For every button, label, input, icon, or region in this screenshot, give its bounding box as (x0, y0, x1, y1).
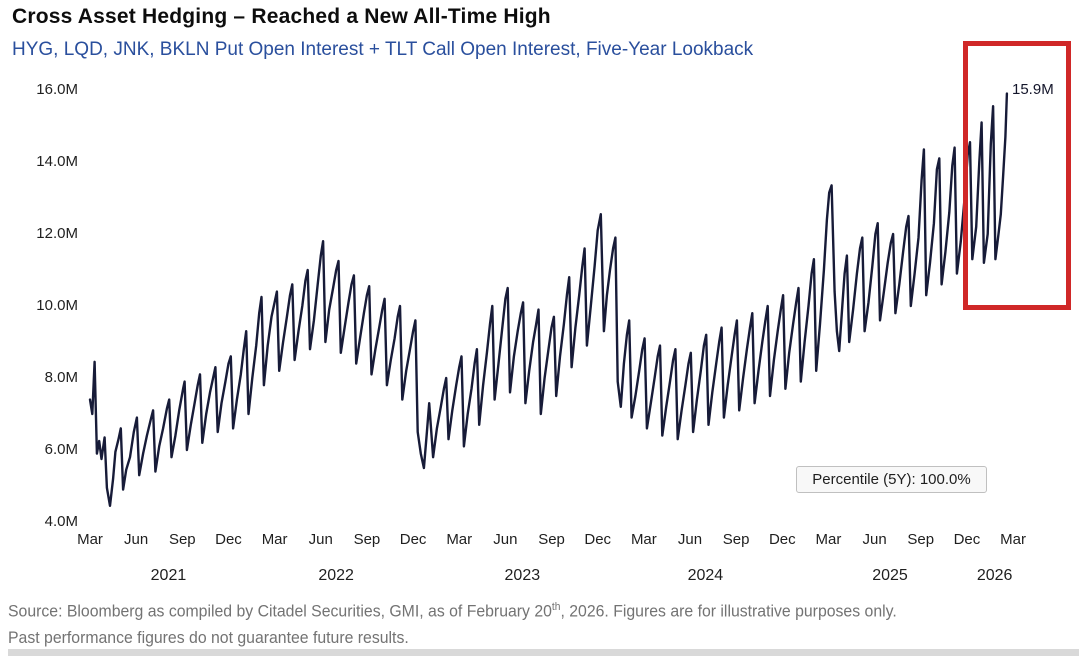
x-tick-label: Jun (862, 531, 887, 548)
source-superscript: th (551, 601, 561, 613)
y-tick-label: 12.0M (36, 225, 78, 242)
year-label: 2025 (872, 567, 908, 584)
x-tick-label: Mar (446, 531, 473, 548)
peak-annotation: 15.9M (1012, 81, 1054, 98)
x-tick-label: Jun (493, 531, 518, 548)
year-label: 2023 (504, 567, 541, 584)
open-interest-line-chart (88, 92, 1009, 507)
source-text: Source: Bloomberg as compiled by Citadel… (8, 601, 552, 621)
x-tick-label: Sep (353, 531, 381, 548)
chart-subtitle: HYG, LQD, JNK, BKLN Put Open Interest + … (12, 39, 754, 60)
y-tick-label: 10.0M (36, 297, 78, 314)
y-tick-label: 8.0M (44, 369, 78, 386)
year-label: 2026 (976, 567, 1013, 584)
x-tick-label: Jun (124, 531, 149, 548)
x-tick-label: Jun (308, 531, 333, 548)
source-line-1: Source: Bloomberg as compiled by Citadel… (8, 601, 897, 622)
x-tick-label: Mar (1000, 531, 1027, 548)
series-line (88, 92, 1009, 507)
x-tick-label: Sep (168, 531, 196, 548)
y-tick-label: 6.0M (44, 441, 78, 458)
x-tick-label: Sep (538, 531, 565, 548)
source-text: , 2026. Figures are for illustrative pur… (560, 601, 897, 621)
x-tick-label: Sep (722, 531, 750, 548)
x-tick-label: Dec (768, 531, 796, 548)
year-label: 2022 (318, 567, 354, 584)
x-tick-label: Mar (815, 531, 842, 548)
x-tick-label: Mar (630, 531, 657, 548)
y-tick-label: 14.0M (36, 153, 78, 170)
x-tick-label: Sep (907, 531, 935, 548)
year-label: 2021 (150, 567, 187, 584)
x-tick-label: Dec (215, 531, 242, 548)
x-tick-label: Dec (584, 531, 612, 548)
x-tick-label: Dec (399, 531, 427, 548)
chart-title: Cross Asset Hedging – Reached a New All-… (12, 5, 551, 28)
percentile-badge: Percentile (5Y): 100.0% (796, 466, 987, 493)
highlight-box (963, 41, 1071, 310)
bottom-edge-strip (8, 649, 1079, 656)
x-tick-label: Mar (261, 531, 288, 548)
year-label: 2024 (687, 567, 724, 584)
x-tick-label: Mar (77, 531, 103, 548)
y-tick-label: 16.0M (36, 81, 78, 98)
x-tick-label: Jun (677, 531, 703, 548)
y-tick-label: 4.0M (44, 513, 78, 530)
source-line-2: Past performance figures do not guarante… (8, 628, 409, 647)
x-tick-label: Dec (953, 531, 981, 548)
